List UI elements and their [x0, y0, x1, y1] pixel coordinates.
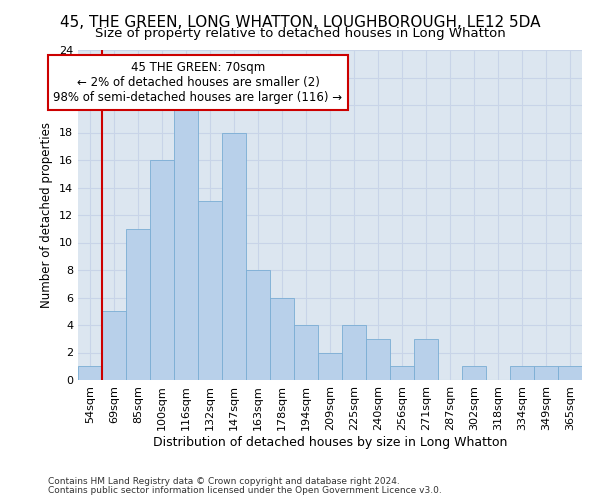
Text: 45 THE GREEN: 70sqm
← 2% of detached houses are smaller (2)
98% of semi-detached: 45 THE GREEN: 70sqm ← 2% of detached hou… [53, 61, 343, 104]
Bar [558, 366, 582, 380]
Text: Contains public sector information licensed under the Open Government Licence v3: Contains public sector information licen… [48, 486, 442, 495]
Bar [126, 229, 150, 380]
Bar [390, 366, 414, 380]
Bar [462, 366, 486, 380]
Bar [510, 366, 534, 380]
Bar [102, 311, 126, 380]
Bar [366, 339, 390, 380]
Bar [342, 325, 366, 380]
Bar [198, 201, 222, 380]
Bar [246, 270, 270, 380]
Bar [78, 366, 102, 380]
Bar [534, 366, 558, 380]
Bar [414, 339, 438, 380]
Bar [150, 160, 174, 380]
X-axis label: Distribution of detached houses by size in Long Whatton: Distribution of detached houses by size … [153, 436, 507, 448]
Bar [294, 325, 318, 380]
Bar [318, 352, 342, 380]
Text: 45, THE GREEN, LONG WHATTON, LOUGHBOROUGH, LE12 5DA: 45, THE GREEN, LONG WHATTON, LOUGHBOROUG… [60, 15, 540, 30]
Text: Contains HM Land Registry data © Crown copyright and database right 2024.: Contains HM Land Registry data © Crown c… [48, 477, 400, 486]
Bar [222, 132, 246, 380]
Text: Size of property relative to detached houses in Long Whatton: Size of property relative to detached ho… [95, 28, 505, 40]
Bar [174, 105, 198, 380]
Y-axis label: Number of detached properties: Number of detached properties [40, 122, 53, 308]
Bar [270, 298, 294, 380]
